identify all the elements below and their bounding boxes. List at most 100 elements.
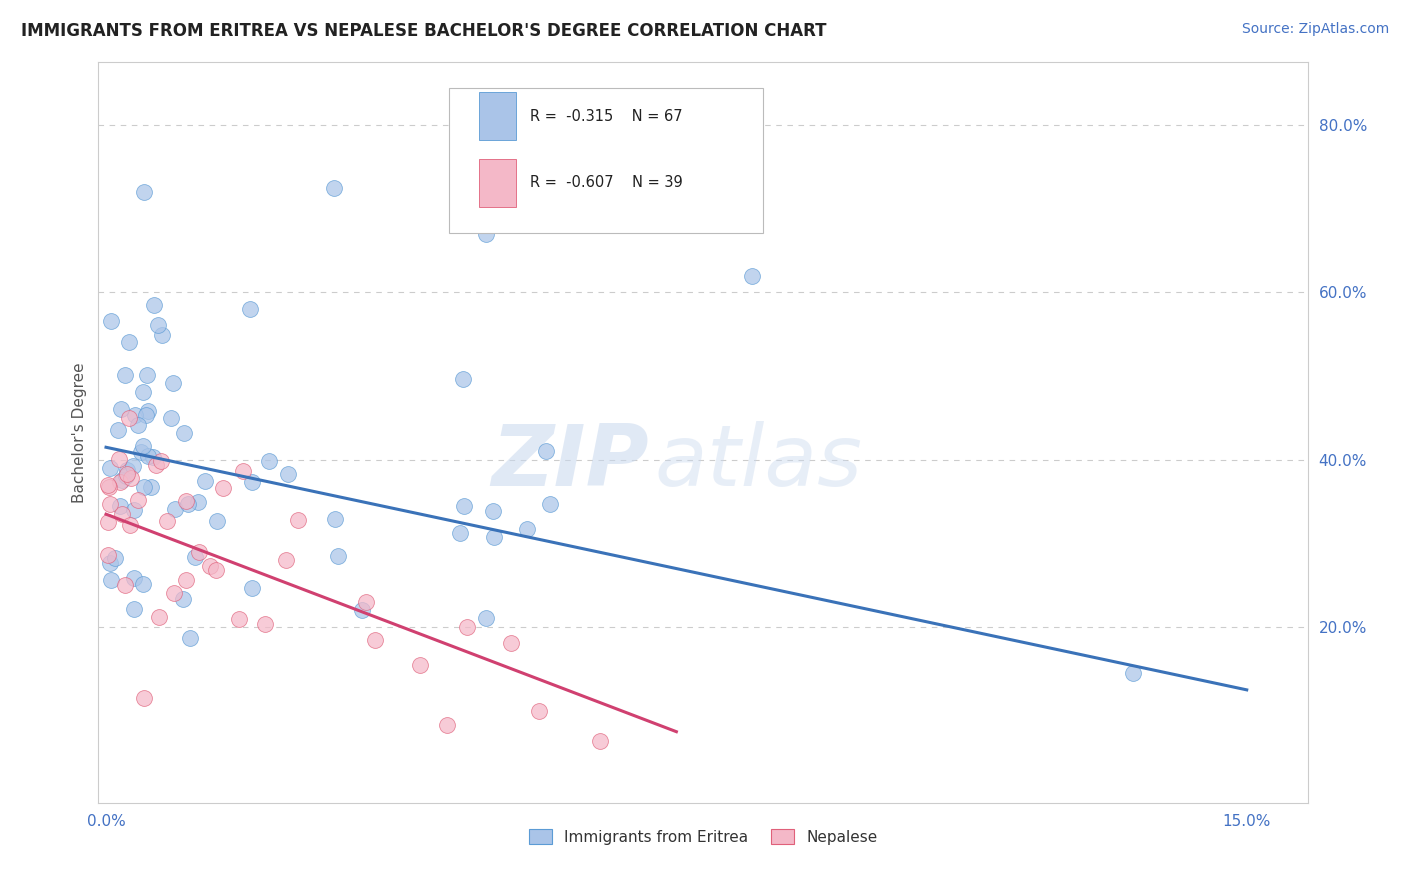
Point [127,418,149,433]
Point [475,227,498,241]
Point [118,334,141,349]
Point [100,574,122,588]
Point [146,318,169,333]
Point [145,458,167,473]
Point [187,495,209,509]
Point [187,545,209,559]
Point [364,632,387,647]
Point [136,450,159,464]
Point [98,556,121,570]
Point [165,502,187,516]
Point [499,636,522,650]
Point [136,404,159,418]
Point [104,551,127,566]
Point [589,734,612,748]
Point [115,467,138,482]
Point [179,631,201,645]
Point [177,497,200,511]
Text: Source: ZipAtlas.com: Source: ZipAtlas.com [1241,22,1389,37]
Point [136,368,159,383]
Point [108,452,131,467]
Point [124,571,146,585]
Point [139,480,162,494]
Legend: Immigrants from Eritrea, Nepalese: Immigrants from Eritrea, Nepalese [523,822,883,851]
Point [240,581,263,595]
Point [354,595,377,609]
Point [174,574,197,588]
Text: R =  -0.315    N = 67: R = -0.315 N = 67 [530,109,683,124]
Point [98,460,121,475]
Point [121,459,143,474]
Point [143,298,166,312]
Point [114,577,136,591]
Point [174,494,197,508]
Point [110,401,132,416]
FancyBboxPatch shape [449,88,763,233]
Point [97,516,120,530]
Point [287,513,309,527]
Point [323,512,346,526]
Point [107,423,129,437]
Point [115,463,138,477]
Point [205,563,228,577]
Text: ZIP: ZIP [491,421,648,504]
Point [110,475,132,489]
Point [534,444,557,458]
Point [120,471,142,485]
Point [232,465,254,479]
Point [239,301,262,316]
Point [160,411,183,425]
Point [323,181,346,195]
Point [482,503,505,517]
Point [132,577,155,591]
Point [352,603,374,617]
Point [149,454,172,468]
Point [124,409,146,423]
Point [482,530,505,544]
Point [108,499,131,513]
Point [156,515,179,529]
Point [274,553,297,567]
Text: IMMIGRANTS FROM ERITREA VS NEPALESE BACHELOR'S DEGREE CORRELATION CHART: IMMIGRANTS FROM ERITREA VS NEPALESE BACH… [21,22,827,40]
Point [516,522,538,536]
Point [134,480,156,494]
Point [134,409,156,423]
Point [100,314,122,328]
Point [277,467,299,482]
Point [456,620,478,634]
Point [97,477,120,491]
Point [328,549,350,563]
Point [148,609,170,624]
Point [122,503,145,517]
Point [118,411,141,425]
Point [98,480,121,494]
Point [449,525,471,540]
Point [118,517,141,532]
Point [111,473,134,487]
Point [131,439,153,453]
Point [453,499,475,513]
Point [132,185,155,199]
Point [111,507,134,521]
Point [162,376,184,390]
FancyBboxPatch shape [479,92,516,140]
Y-axis label: Bachelor's Degree: Bachelor's Degree [72,362,87,503]
Point [538,497,561,511]
Point [122,601,145,615]
Point [436,718,458,732]
Point [198,558,221,573]
Text: atlas: atlas [655,421,863,504]
Point [184,549,207,564]
Point [98,497,121,511]
Point [129,445,152,459]
Text: R =  -0.607    N = 39: R = -0.607 N = 39 [530,175,683,190]
Point [132,384,155,399]
Point [127,492,149,507]
Point [150,327,173,342]
Point [409,658,432,673]
Point [257,454,280,468]
Point [741,268,763,283]
Point [627,172,650,186]
Point [132,691,155,706]
Point [451,372,474,386]
